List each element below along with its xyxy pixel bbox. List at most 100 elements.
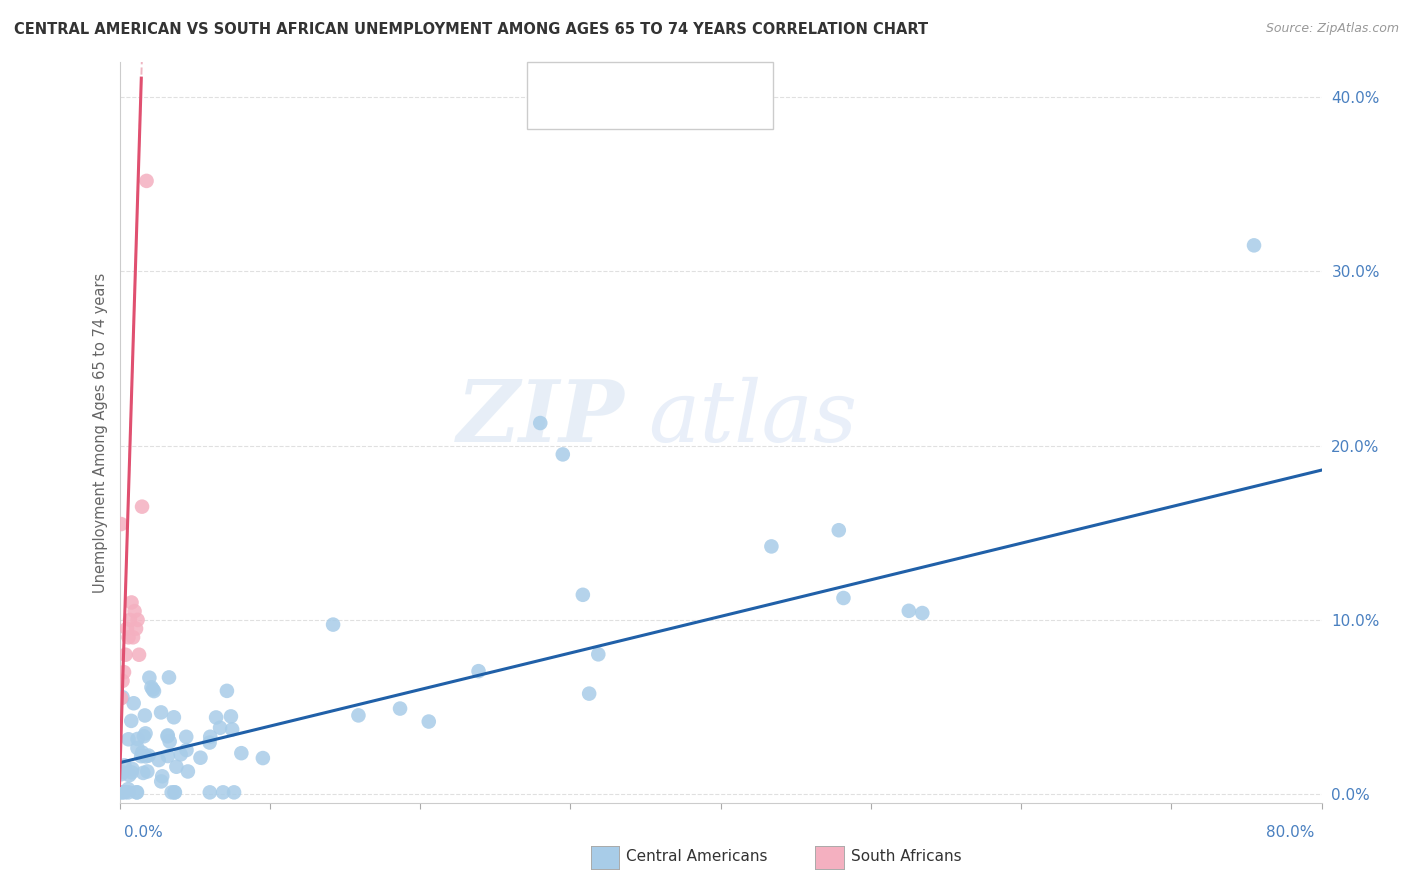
Point bbox=[118, 613, 141, 627]
Point bbox=[174, 730, 197, 744]
Point bbox=[160, 785, 183, 799]
Point bbox=[125, 785, 148, 799]
Text: R =: R = bbox=[572, 74, 607, 88]
Point bbox=[198, 785, 221, 799]
Point bbox=[110, 785, 132, 799]
Point bbox=[322, 617, 344, 632]
Point bbox=[170, 747, 193, 762]
Text: ZIP: ZIP bbox=[457, 376, 624, 459]
Point bbox=[761, 540, 783, 554]
Point bbox=[209, 721, 232, 735]
Point bbox=[111, 690, 134, 705]
Point bbox=[252, 751, 274, 765]
Point bbox=[572, 588, 595, 602]
Point bbox=[418, 714, 440, 729]
Point bbox=[135, 726, 157, 740]
Text: R =: R = bbox=[572, 103, 607, 117]
Point bbox=[177, 764, 200, 779]
Point bbox=[156, 728, 179, 742]
Point bbox=[219, 709, 242, 723]
Point bbox=[129, 749, 152, 764]
Point bbox=[212, 785, 235, 799]
Text: Source: ZipAtlas.com: Source: ZipAtlas.com bbox=[1265, 22, 1399, 36]
Point bbox=[231, 746, 253, 760]
Point bbox=[150, 769, 173, 783]
Point bbox=[117, 732, 139, 747]
Point bbox=[120, 714, 142, 728]
Point bbox=[121, 595, 143, 609]
Point bbox=[150, 706, 173, 720]
Point bbox=[389, 701, 412, 715]
Point bbox=[110, 767, 132, 781]
Point bbox=[111, 785, 134, 799]
Point bbox=[176, 743, 198, 757]
Point bbox=[110, 517, 132, 532]
Text: 79: 79 bbox=[693, 74, 716, 88]
Point bbox=[163, 785, 186, 799]
Text: 0.535: 0.535 bbox=[609, 74, 659, 88]
Point bbox=[115, 622, 138, 636]
Text: N =: N = bbox=[658, 74, 704, 88]
Point bbox=[110, 691, 132, 706]
Point bbox=[128, 648, 150, 662]
Text: 15: 15 bbox=[693, 103, 716, 117]
Point bbox=[136, 764, 159, 779]
Point bbox=[347, 708, 370, 723]
Point bbox=[156, 749, 179, 764]
Text: South Africans: South Africans bbox=[851, 849, 962, 863]
Text: atlas: atlas bbox=[648, 376, 858, 459]
Point bbox=[163, 710, 186, 724]
Point bbox=[467, 664, 489, 678]
Text: N =: N = bbox=[658, 103, 704, 117]
Point bbox=[200, 730, 222, 744]
Point bbox=[156, 730, 179, 744]
Point bbox=[134, 708, 156, 723]
Point bbox=[121, 762, 143, 776]
Point bbox=[135, 749, 157, 764]
Point bbox=[1243, 238, 1265, 252]
Point bbox=[141, 680, 163, 694]
Point bbox=[138, 671, 160, 685]
Point bbox=[122, 630, 145, 644]
Point bbox=[138, 748, 160, 763]
Point bbox=[114, 758, 136, 772]
Point bbox=[111, 765, 134, 780]
Point bbox=[114, 648, 136, 662]
Point bbox=[117, 782, 139, 797]
Point bbox=[828, 523, 851, 537]
Point bbox=[125, 785, 148, 799]
Point bbox=[132, 729, 155, 743]
Point bbox=[127, 741, 149, 756]
Point bbox=[198, 735, 221, 749]
Point bbox=[121, 765, 143, 780]
Text: CENTRAL AMERICAN VS SOUTH AFRICAN UNEMPLOYMENT AMONG AGES 65 TO 74 YEARS CORRELA: CENTRAL AMERICAN VS SOUTH AFRICAN UNEMPL… bbox=[14, 22, 928, 37]
Point bbox=[222, 785, 245, 799]
Point bbox=[897, 604, 920, 618]
Point bbox=[165, 760, 187, 774]
Point bbox=[132, 766, 155, 780]
Point bbox=[529, 416, 551, 430]
Text: 0.703: 0.703 bbox=[609, 103, 659, 117]
Point bbox=[143, 684, 166, 698]
Point bbox=[578, 687, 600, 701]
Point bbox=[118, 768, 141, 782]
Point bbox=[163, 785, 186, 799]
Point bbox=[832, 591, 855, 605]
Y-axis label: Unemployment Among Ages 65 to 74 years: Unemployment Among Ages 65 to 74 years bbox=[93, 272, 108, 593]
Point bbox=[125, 622, 148, 636]
Point bbox=[148, 753, 170, 767]
Point bbox=[112, 665, 135, 680]
Text: Central Americans: Central Americans bbox=[626, 849, 768, 863]
Point bbox=[551, 447, 574, 461]
Point bbox=[114, 785, 136, 799]
Point bbox=[117, 630, 139, 644]
Point bbox=[131, 746, 153, 760]
Text: 80.0%: 80.0% bbox=[1267, 825, 1315, 839]
Point bbox=[127, 613, 149, 627]
Point bbox=[157, 670, 180, 684]
Point bbox=[190, 750, 212, 764]
Point bbox=[159, 734, 181, 748]
Point bbox=[911, 606, 934, 620]
Text: 0.0%: 0.0% bbox=[124, 825, 163, 839]
Point bbox=[117, 785, 139, 799]
